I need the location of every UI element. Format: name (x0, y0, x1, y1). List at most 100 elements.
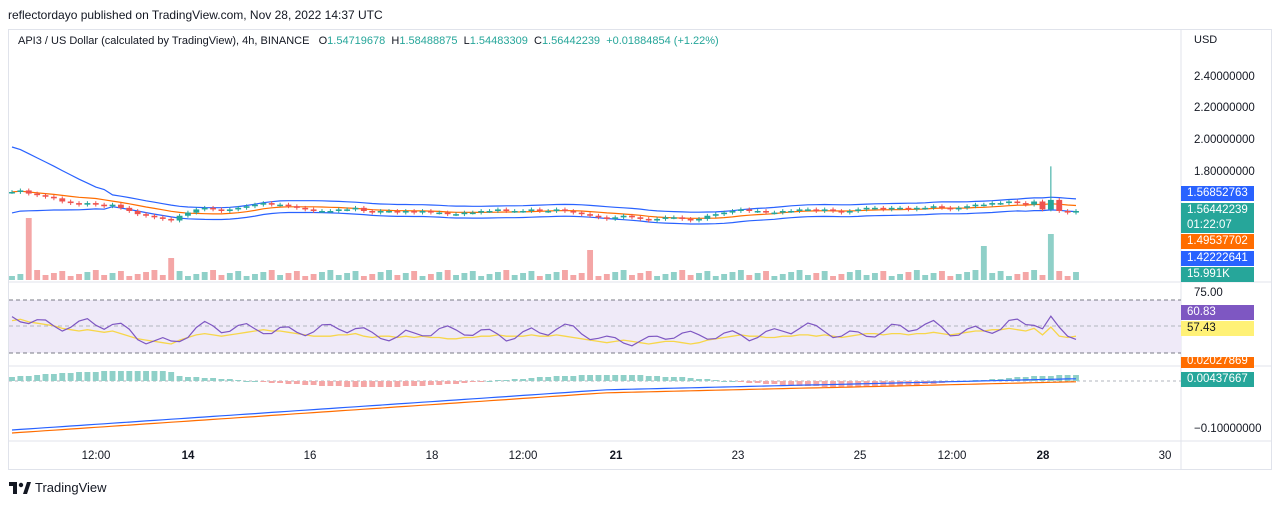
macd-histogram-bar (218, 379, 225, 381)
volume-bar (871, 273, 878, 280)
macd-histogram-bar (176, 376, 183, 381)
macd-histogram-bar (503, 380, 510, 381)
candle-body (612, 217, 619, 219)
macd-histogram-bar (67, 373, 74, 381)
candle-body (511, 211, 518, 213)
candle-body (243, 206, 250, 208)
macd-histogram-bar (1039, 376, 1046, 381)
volume-bar (804, 275, 811, 280)
volume-bar (201, 272, 208, 280)
rsi-value-tag: 60.83 (1181, 305, 1254, 320)
candle-body (897, 207, 903, 210)
candle-body (427, 211, 434, 213)
candle-body (486, 211, 493, 213)
macd-histogram-bar (335, 381, 342, 386)
footer-brand[interactable]: TradingView (9, 480, 107, 495)
candle-body (210, 207, 217, 210)
publisher-text: reflectordayo published on TradingView.c… (8, 8, 383, 22)
candle-body (1056, 199, 1063, 211)
candle-body (746, 209, 753, 211)
macd-histogram-bar (486, 381, 493, 382)
rsi-ma-line (11, 318, 1077, 345)
candle-body (360, 207, 367, 211)
candle-body (712, 214, 719, 216)
symbol-title[interactable]: API3 / US Dollar (calculated by TradingV… (18, 35, 310, 47)
candle-body (520, 211, 526, 213)
volume-bar (536, 276, 543, 280)
candle-body (59, 198, 66, 202)
candle-body (536, 209, 543, 211)
volume-bar (319, 272, 325, 280)
volume-bar (562, 270, 568, 280)
candle-body (754, 211, 761, 213)
macd-histogram-tag: 0.00437667 (1181, 372, 1254, 387)
macd-histogram-bar (637, 375, 644, 381)
macd-histogram-bar (9, 377, 15, 381)
macd-histogram-bar (268, 381, 275, 383)
volume-bar (260, 272, 267, 280)
macd-histogram-bar (469, 381, 476, 382)
volume-bar (235, 271, 242, 280)
candle-body (662, 217, 669, 219)
volume-bar (34, 270, 41, 280)
candle-body (863, 207, 870, 210)
volume-bar (855, 270, 862, 280)
volume-bar (486, 274, 493, 280)
volume-bar (737, 270, 744, 280)
macd-histogram-bar (210, 378, 217, 381)
rsi-line (11, 315, 1077, 347)
volume-bar (972, 270, 979, 280)
currency-label[interactable]: USD (1194, 34, 1218, 46)
volume-bar (59, 271, 66, 280)
candle-body (913, 207, 920, 210)
candle-body (721, 212, 728, 215)
candle-body (260, 203, 267, 205)
macd-histogram-bar (285, 381, 292, 384)
candle-body (503, 209, 510, 211)
volume-bar (796, 270, 803, 280)
candle-body (813, 209, 820, 211)
candle-body (620, 215, 627, 218)
macd-histogram-bar (511, 379, 518, 381)
candle-body (168, 218, 175, 221)
macd-histogram-bar (360, 381, 367, 387)
volume-bar (302, 276, 309, 280)
macd-histogram-bar (109, 371, 116, 381)
volume-bar (1073, 272, 1079, 280)
macd-histogram-bar (159, 371, 166, 381)
candle-body (871, 207, 878, 210)
macd-histogram-bar (1073, 375, 1079, 381)
volume-bar (763, 271, 769, 280)
bollinger-lower-line (11, 206, 1077, 225)
candle-body (218, 209, 225, 211)
volume-bar (67, 276, 74, 280)
candle-body (352, 207, 359, 210)
volume-bar (922, 275, 929, 280)
time-tick: 18 (425, 450, 439, 462)
macd-histogram-bar (570, 376, 577, 381)
macd-histogram-bar (536, 377, 543, 381)
macd-histogram-bar (277, 381, 284, 383)
candle-body (947, 207, 954, 210)
open-label: O (318, 35, 328, 47)
volume-bar (553, 272, 560, 280)
macd-histogram-bar (737, 381, 744, 382)
candle-body (629, 215, 635, 218)
macd-histogram-bar (763, 381, 769, 384)
candle-body (821, 209, 828, 211)
candle-body (763, 211, 769, 213)
volume-bar (503, 270, 510, 280)
time-tick: 12:00 (508, 450, 538, 462)
volume-bar (545, 274, 552, 280)
macd-histogram-bar (427, 381, 434, 385)
close-value: 1.56442239 (541, 35, 601, 47)
volume-bar (126, 276, 133, 280)
candle-body (964, 206, 971, 208)
macd-histogram-bar (1022, 377, 1029, 381)
macd-histogram-bar (419, 381, 426, 386)
macd-histogram-bar (595, 375, 602, 381)
macd-histogram-bar (344, 381, 351, 387)
volume-bar (729, 272, 736, 280)
lower-band-tag: 1.42222641 (1181, 251, 1254, 266)
